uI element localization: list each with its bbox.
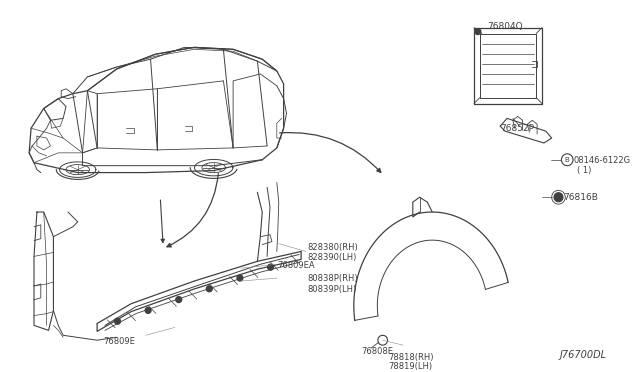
Text: 76808E: 76808E [362,347,394,356]
Circle shape [145,307,151,313]
Text: 80839P(LH): 80839P(LH) [307,285,356,294]
Text: 828380(RH): 828380(RH) [307,243,358,251]
Text: 76852P: 76852P [500,124,534,133]
Text: J76700DL: J76700DL [560,350,607,360]
Circle shape [237,275,243,281]
Text: 76809E: 76809E [103,337,135,346]
Text: 78818(RH): 78818(RH) [388,353,434,362]
Text: 08146-6122G: 08146-6122G [573,156,630,165]
Text: 76816B: 76816B [563,193,598,202]
Circle shape [206,286,212,292]
Text: 76804Q: 76804Q [488,22,524,31]
Text: B: B [565,157,570,163]
Circle shape [475,29,481,35]
Text: 78819(LH): 78819(LH) [388,362,433,371]
Circle shape [268,264,273,270]
Text: 80838P(RH): 80838P(RH) [307,274,358,283]
Circle shape [115,318,120,324]
Circle shape [554,193,563,202]
Text: 76809EA: 76809EA [278,262,316,270]
Text: 828390(LH): 828390(LH) [307,253,356,262]
Circle shape [176,296,182,302]
Text: ( 1): ( 1) [577,166,591,175]
